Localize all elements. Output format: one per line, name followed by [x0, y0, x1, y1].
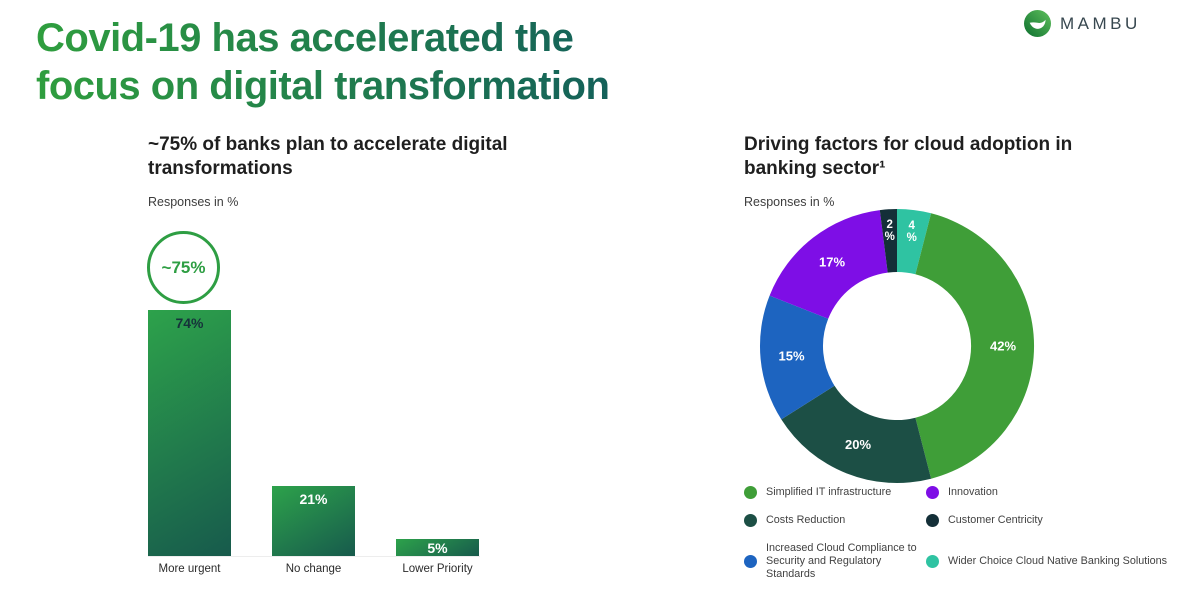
legend-item-increased-cloud-compliance-to-secu: Increased Cloud Compliance to Security a… [744, 542, 926, 581]
legend-color-dot [926, 555, 939, 568]
bar-no-change: 21% [272, 486, 355, 556]
legend-label: Customer Centricity [948, 514, 1043, 526]
bar-chart-plot: 74% 21% 5% [148, 310, 480, 557]
legend-color-dot [744, 514, 757, 527]
legend-item-customer-centricity: Customer Centricity [926, 514, 1194, 527]
donut-slice-simplified-it-infrastructure [915, 213, 1035, 479]
legend-label: Simplified IT infrastructure [766, 486, 892, 498]
bar-value-label: 74% [175, 315, 204, 331]
donut-slice-increased-cloud-compliance-to-secu [759, 295, 835, 420]
donut-slice-label-wider-choice-cloud-native-banking-: 4% [907, 220, 917, 244]
legend-color-dot [744, 486, 757, 499]
donut-slice-customer-centricity [879, 209, 897, 273]
legend-item-wider-choice-cloud-native-banking-: Wider Choice Cloud Native Banking Soluti… [926, 542, 1194, 581]
donut-slice-wider-choice-cloud-native-banking- [897, 209, 932, 275]
bar-lower-priority: 5% [396, 539, 479, 556]
bar-chart-category-axis: More urgent No change Lower Priority [148, 563, 480, 575]
legend-item-simplified-it-infrastructure: Simplified IT infrastructure [744, 486, 926, 499]
mambu-logo: MAMBU [1024, 10, 1141, 37]
legend-item-innovation: Innovation [926, 486, 1194, 499]
legend-color-dot [744, 555, 757, 568]
donut-chart-title: Driving factors for cloud adoption in ba… [744, 134, 1073, 179]
legend-color-dot [926, 514, 939, 527]
bar-more-urgent: 74% [148, 310, 231, 556]
bar-value-label: 5% [427, 540, 448, 556]
donut-slice-label-costs-reduction: 20% [845, 437, 871, 452]
bar-chart-title: ~75% of banks plan to accelerate digital… [148, 134, 508, 179]
bar-category-label-lower-priority: Lower Priority [402, 563, 473, 575]
donut-chart-subtitle: Responses in % [744, 195, 835, 209]
donut-slice-label-innovation: 17% [819, 255, 845, 270]
bar-chart-subtitle: Responses in % [148, 195, 239, 209]
slide-title-line1: Covid-19 has accelerated the [36, 16, 574, 60]
highlight-circle-badge: ~75% [147, 231, 220, 304]
donut-slice-innovation [769, 210, 888, 319]
slide-title-line2: focus on digital transformation [36, 64, 610, 108]
mambu-logo-icon [1024, 10, 1051, 37]
donut-slice-label-customer-centricity: 2% [885, 219, 895, 243]
mambu-wordmark: MAMBU [1060, 13, 1141, 33]
legend-label: Innovation [948, 486, 998, 498]
donut-slice-label-increased-cloud-compliance-to-secu: 15% [778, 349, 804, 364]
highlight-badge-value: ~75% [161, 257, 206, 277]
bar-category-label-no-change: No change [285, 563, 342, 575]
legend-item-costs-reduction: Costs Reduction [744, 514, 926, 527]
donut-legend: Simplified IT infrastructure Innovation Co… [744, 486, 1194, 581]
donut-slice-label-simplified-it-infrastructure: 42% [990, 339, 1016, 354]
bar-value-label: 21% [299, 491, 328, 507]
donut-chart-plot: 4 % 42% 20% 15% 17% 2% [759, 209, 1035, 484]
legend-label: Wider Choice Cloud Native Banking Soluti… [948, 555, 1168, 567]
legend-label: Costs Reduction [766, 514, 846, 526]
bar-category-label-more-urgent: More urgent [158, 563, 221, 575]
legend-color-dot [926, 486, 939, 499]
donut-slice-costs-reduction [781, 385, 932, 484]
legend-label: Increased Cloud Compliance to Security a… [766, 542, 917, 580]
slide-title: Covid-19 has accelerated the focus on dig… [36, 14, 609, 110]
